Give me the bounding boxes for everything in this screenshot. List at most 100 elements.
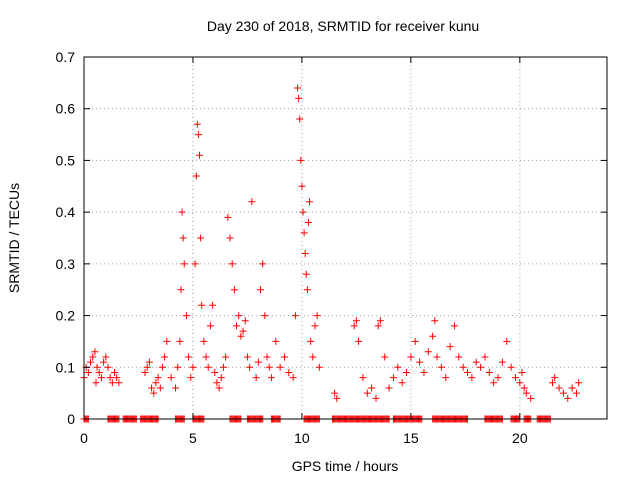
- data-point: [267, 374, 275, 382]
- data-point: [359, 374, 367, 382]
- data-point: [185, 353, 193, 361]
- data-point: [195, 151, 203, 159]
- plot-frame: [83, 56, 608, 420]
- data-point: [433, 353, 441, 361]
- data-point: [272, 337, 280, 345]
- data-point: [403, 368, 411, 376]
- data-point: [376, 317, 384, 325]
- data-point: [472, 358, 480, 366]
- data-point: [498, 358, 506, 366]
- data-point: [152, 379, 160, 387]
- data-point: [564, 394, 572, 402]
- data-point: [150, 389, 158, 397]
- data-point: [172, 384, 180, 392]
- data-point: [108, 379, 116, 387]
- data-point: [217, 374, 225, 382]
- data-point: [226, 234, 234, 242]
- data-point: [355, 337, 363, 345]
- data-point: [189, 363, 197, 371]
- data-point: [306, 198, 314, 206]
- data-point: [167, 374, 175, 382]
- data-point: [485, 368, 493, 376]
- data-point: [187, 374, 195, 382]
- y-tick-label: 0.3: [56, 256, 76, 272]
- data-point: [299, 208, 307, 216]
- data-point: [261, 312, 269, 320]
- data-point: [154, 374, 162, 382]
- data-point: [156, 384, 164, 392]
- data-point: [200, 337, 208, 345]
- data-point: [87, 358, 95, 366]
- data-point: [111, 368, 119, 376]
- data-point: [363, 389, 371, 397]
- data-point: [180, 260, 188, 268]
- data-point: [143, 363, 151, 371]
- data-point: [224, 213, 232, 221]
- y-tick-label: 0.1: [56, 359, 76, 375]
- data-point: [215, 384, 223, 392]
- data-point: [381, 353, 389, 361]
- data-point: [568, 384, 576, 392]
- x-tick-label: 20: [512, 430, 528, 446]
- data-point: [368, 384, 376, 392]
- data-point: [106, 374, 114, 382]
- data-point: [91, 348, 99, 356]
- data-point: [464, 368, 472, 376]
- x-tick-label: 10: [294, 430, 310, 446]
- data-point: [239, 327, 247, 335]
- data-point: [572, 389, 580, 397]
- data-point: [352, 317, 360, 325]
- data-point: [204, 363, 212, 371]
- data-point: [431, 317, 439, 325]
- data-point: [194, 131, 202, 139]
- data-point: [389, 374, 397, 382]
- data-point: [177, 286, 185, 294]
- data-point: [259, 260, 267, 268]
- data-point: [296, 115, 304, 123]
- data-point: [95, 368, 103, 376]
- data-point: [333, 394, 341, 402]
- x-tick-label: 15: [403, 430, 419, 446]
- data-point: [148, 384, 156, 392]
- data-point: [252, 374, 260, 382]
- data-point: [294, 84, 302, 92]
- data-point: [289, 374, 297, 382]
- data-point: [197, 234, 205, 242]
- data-point: [219, 363, 227, 371]
- data-point: [446, 343, 454, 351]
- data-point: [385, 384, 393, 392]
- data-point: [276, 363, 284, 371]
- data-point: [222, 353, 230, 361]
- data-point: [527, 394, 535, 402]
- data-point: [211, 368, 219, 376]
- data-point: [507, 363, 515, 371]
- data-point: [398, 379, 406, 387]
- data-point: [490, 379, 498, 387]
- data-point: [178, 208, 186, 216]
- data-point: [481, 353, 489, 361]
- data-point: [228, 260, 236, 268]
- data-point: [511, 374, 519, 382]
- data-point: [206, 322, 214, 330]
- data-point: [230, 286, 238, 294]
- data-point: [549, 379, 557, 387]
- data-point: [163, 337, 171, 345]
- y-axis-label: SRMTID / TECUs: [6, 183, 22, 293]
- chart-title: Day 230 of 2018, SRMTID for receiver kun…: [207, 18, 479, 34]
- data-point: [555, 384, 563, 392]
- data-point: [551, 374, 559, 382]
- data-point: [179, 234, 187, 242]
- data-point: [263, 353, 271, 361]
- data-point: [100, 358, 108, 366]
- y-tick-label: 0.2: [56, 308, 76, 324]
- data-point: [424, 348, 432, 356]
- data-point: [233, 322, 241, 330]
- data-point: [202, 353, 210, 361]
- data-point: [295, 94, 303, 102]
- data-point: [442, 374, 450, 382]
- x-tick-label: 5: [189, 430, 197, 446]
- data-point: [407, 353, 415, 361]
- data-point: [494, 374, 502, 382]
- data-point: [522, 389, 530, 397]
- data-point: [416, 358, 424, 366]
